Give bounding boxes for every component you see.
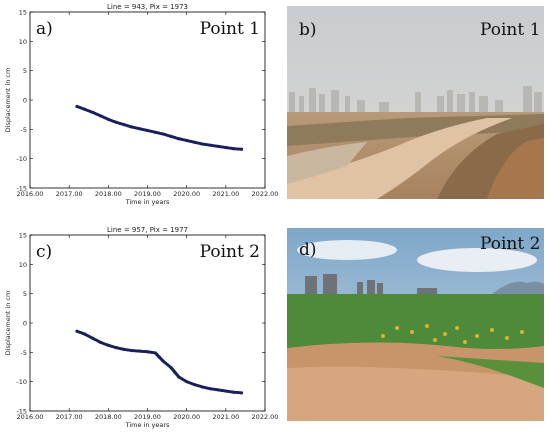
y-tick-label: -5 — [21, 126, 27, 134]
data-series — [75, 104, 244, 151]
x-tick-label: 2017.00 — [56, 413, 83, 421]
y-axis-label: Displacement in cm — [4, 291, 12, 356]
y-tick-label: -10 — [16, 378, 27, 386]
y-tick-label: -15 — [16, 408, 27, 416]
landscape-photo-2 — [287, 228, 544, 421]
photo-point-label-1: Point 1 — [480, 20, 541, 40]
x-tick-label: 2017.00 — [56, 190, 83, 198]
panel-label: a) — [36, 19, 53, 39]
y-tick-label: -5 — [21, 349, 27, 357]
x-tick-label: 2022.00 — [252, 190, 279, 198]
y-tick-label: -15 — [16, 185, 27, 193]
data-series — [75, 329, 244, 395]
y-tick-label: -10 — [16, 155, 27, 163]
x-axis-label: Time in years — [125, 421, 170, 429]
x-tick-label: 2021.00 — [212, 190, 239, 198]
point-label: Point 1 — [200, 19, 260, 39]
y-tick-label: 0 — [23, 320, 27, 328]
panel-label-b: b) — [299, 20, 317, 40]
x-tick-label: 2019.00 — [134, 190, 161, 198]
y-tick-label: 10 — [19, 261, 27, 269]
y-tick-label: 5 — [23, 67, 27, 75]
panel-label-d: d) — [299, 240, 317, 260]
point-label: Point 2 — [200, 242, 260, 262]
data-point — [239, 147, 244, 151]
chart-title: Line = 957, Pix = 1977 — [107, 226, 188, 234]
y-tick-label: 15 — [19, 232, 27, 240]
x-tick-label: 2019.00 — [134, 413, 161, 421]
x-tick-label: 2022.00 — [252, 413, 279, 421]
plot-frame — [29, 11, 266, 189]
photo-point-label-2: Point 2 — [480, 234, 541, 254]
displacement-chart-point-2: Line = 957, Pix = 1977 2016.00 2017.00 2018… — [4, 226, 278, 429]
y-tick-label: 0 — [23, 97, 27, 105]
landscape-photo-1 — [287, 6, 544, 199]
x-axis-label: Time in years — [125, 198, 170, 206]
site-photo-point-2 — [287, 228, 544, 421]
x-tick-label: 2021.00 — [212, 413, 239, 421]
x-tick-label: 2020.00 — [173, 190, 200, 198]
displacement-chart-point-1: Line = 943, Pix = 1973 2016.00 2017.00 2018… — [4, 3, 278, 206]
y-tick-label: 5 — [23, 290, 27, 298]
x-tick-label: 2018.00 — [95, 413, 122, 421]
y-tick-label: 10 — [19, 38, 27, 46]
y-tick-label: 15 — [19, 9, 27, 17]
panel-label: c) — [36, 242, 52, 262]
x-tick-label: 2020.00 — [173, 413, 200, 421]
y-axis-label: Displacement in cm — [4, 68, 12, 133]
x-tick-label: 2016.00 — [17, 190, 44, 198]
chart-title: Line = 943, Pix = 1973 — [107, 3, 188, 11]
data-point — [239, 391, 244, 395]
site-photo-point-1 — [287, 6, 544, 199]
x-tick-label: 2018.00 — [95, 190, 122, 198]
x-tick-label: 2016.00 — [17, 413, 44, 421]
